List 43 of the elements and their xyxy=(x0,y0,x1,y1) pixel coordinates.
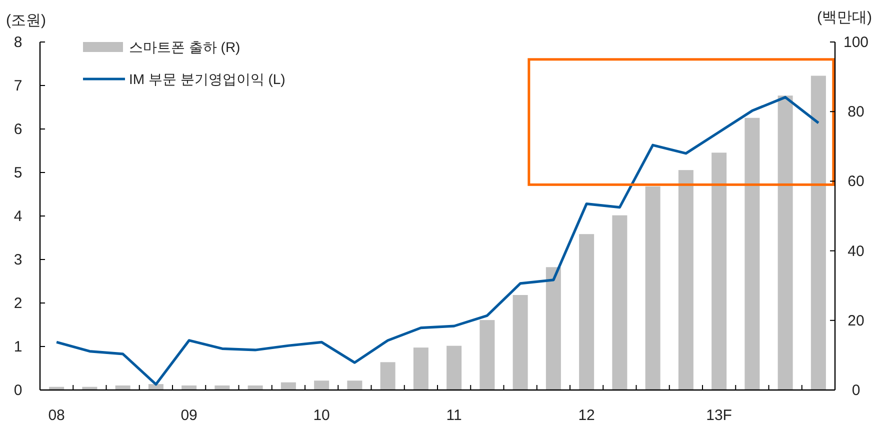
bar xyxy=(810,76,826,390)
y-tick-label: 8 xyxy=(14,34,22,51)
bar xyxy=(744,118,760,390)
legend-label: IM 부문 분기영업이익 (L) xyxy=(129,71,286,87)
bar xyxy=(480,320,495,390)
legend-label: 스마트폰 출하 (R) xyxy=(129,39,240,55)
bar xyxy=(413,348,428,390)
y2-tick-label: 40 xyxy=(848,242,864,260)
y2-tick-label: 20 xyxy=(848,312,864,330)
y-axis-title: (조원) xyxy=(6,12,46,29)
y2-tick-label: 60 xyxy=(848,173,864,190)
bar xyxy=(612,215,628,390)
bar xyxy=(579,234,594,390)
y-tick-label: 6 xyxy=(14,121,22,138)
x-tick-label: 09 xyxy=(180,407,198,423)
x-tick-label: 10 xyxy=(313,407,330,423)
y-tick-label: 1 xyxy=(14,338,22,356)
bar xyxy=(712,152,727,390)
bar xyxy=(512,294,528,390)
x-tick-label: 08 xyxy=(48,407,65,423)
line-series xyxy=(55,96,820,386)
y2-tick-label: 0 xyxy=(852,382,860,399)
y-tick-label: 7 xyxy=(14,78,22,94)
x-tick-label: 12 xyxy=(578,407,595,423)
x-tick-label: 13F xyxy=(706,407,732,423)
y-tick-label: 3 xyxy=(14,252,22,268)
y-tick-label: 5 xyxy=(14,164,22,182)
bar xyxy=(347,380,362,390)
y2-axis-title: (백만대) xyxy=(817,9,872,26)
bar xyxy=(678,170,694,390)
y-tick-label: 4 xyxy=(14,208,22,225)
y2-tick-label: 100 xyxy=(843,34,869,51)
x-tick-label: 11 xyxy=(446,407,462,423)
bar xyxy=(546,267,561,390)
bar xyxy=(380,362,396,390)
bar xyxy=(446,346,462,390)
bar xyxy=(778,96,793,390)
bar xyxy=(645,186,660,390)
bar xyxy=(314,380,330,390)
y-tick-label: 2 xyxy=(14,295,22,312)
y-tick-label: 0 xyxy=(14,382,22,399)
bar xyxy=(280,382,296,390)
y2-tick-label: 80 xyxy=(848,104,864,121)
